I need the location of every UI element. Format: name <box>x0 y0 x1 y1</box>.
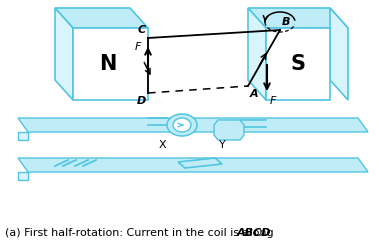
Text: D: D <box>137 96 146 106</box>
Polygon shape <box>214 120 244 140</box>
Text: S: S <box>290 54 305 74</box>
Polygon shape <box>55 8 148 28</box>
Polygon shape <box>18 132 28 140</box>
Text: C: C <box>138 25 146 35</box>
Polygon shape <box>178 158 222 168</box>
Text: A: A <box>250 89 258 99</box>
Polygon shape <box>18 172 28 180</box>
Polygon shape <box>248 8 266 100</box>
Polygon shape <box>73 28 148 100</box>
Polygon shape <box>330 8 348 100</box>
Text: F: F <box>270 96 276 106</box>
Polygon shape <box>55 8 73 100</box>
Text: (a) First half-rotation: Current in the coil is along: (a) First half-rotation: Current in the … <box>5 228 277 238</box>
Ellipse shape <box>173 118 191 132</box>
Polygon shape <box>248 8 348 28</box>
Text: N: N <box>99 54 117 74</box>
Text: B: B <box>282 17 290 27</box>
Polygon shape <box>18 158 368 172</box>
Text: Y: Y <box>219 140 226 150</box>
Polygon shape <box>18 118 368 132</box>
Text: F: F <box>135 42 141 52</box>
Polygon shape <box>266 28 330 100</box>
Text: X: X <box>158 140 166 150</box>
Ellipse shape <box>167 114 197 136</box>
Text: ABCD: ABCD <box>237 228 271 238</box>
